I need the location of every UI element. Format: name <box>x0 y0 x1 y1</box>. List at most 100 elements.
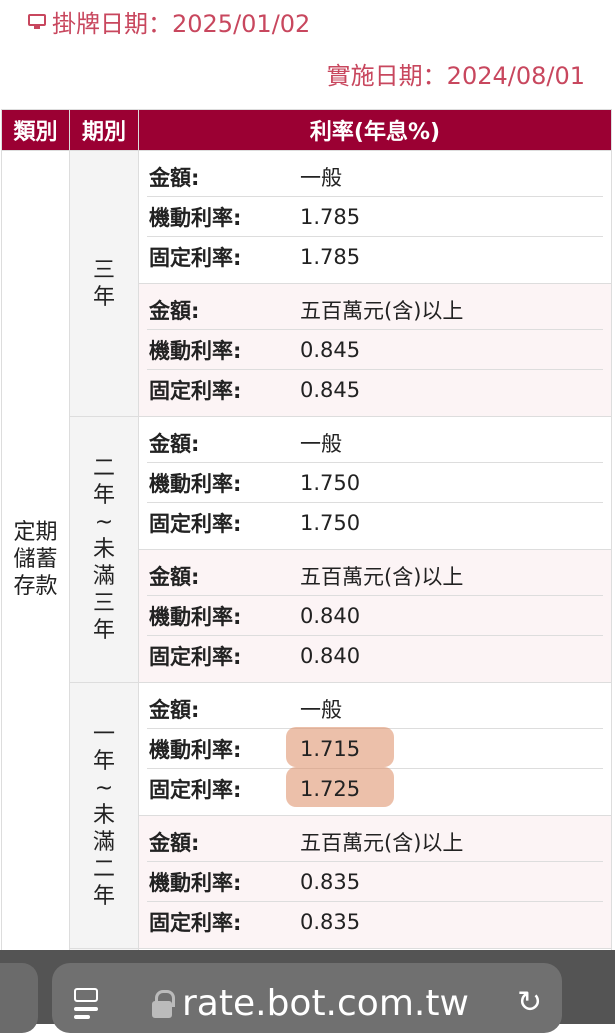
rate-value: 一般 <box>300 428 342 458</box>
column-header-period: 期別 <box>69 109 139 151</box>
rate-label: 機動利率: <box>149 338 242 363</box>
rate-value-text: 0.835 <box>300 910 361 934</box>
rate-value-text: 0.835 <box>300 869 361 894</box>
rate-label: 固定利率: <box>149 778 242 802</box>
period-cell: 一年~未滿二年 <box>69 682 139 949</box>
rate-value-text: 五百萬元(含)以上 <box>300 298 464 323</box>
column-header-category: 類別 <box>1 109 70 151</box>
category-cell: 定期儲蓄存款 <box>1 150 70 969</box>
rate-row: 機動利率: 1.750 <box>147 463 603 503</box>
rate-label: 機動利率: <box>149 205 242 230</box>
rate-row: 金額: 五百萬元(含)以上 <box>147 822 603 862</box>
rate-value: 0.835 <box>300 910 360 934</box>
rates-cell: 金額: 一般 機動利率: 1.750 固定利率: 1.750 金額: 五百萬元(含)以上 機動利… <box>138 416 612 683</box>
period-label: 一年~未滿二年 <box>92 722 115 909</box>
rate-value: 1.750 <box>300 471 360 495</box>
rate-value-text: 1.785 <box>300 204 361 229</box>
period-row: 定期儲蓄存款 三年 金額: 一般 機動利率: 1.785 固定利率: 1.785 金額: 五百萬元… <box>1 150 612 969</box>
url-text: rate.bot.com.tw <box>182 983 469 1024</box>
publish-date: 掛牌日期：2025/01/02 <box>28 4 310 39</box>
rate-group: 金額: 五百萬元(含)以上機動利率: 0.845 固定利率: 0.845 <box>139 284 611 416</box>
rate-value-text: 1.750 <box>300 470 361 495</box>
monitor-icon <box>28 14 46 29</box>
effective-date: 實施日期：2024/08/01 <box>326 62 585 90</box>
rate-row: 固定利率: 1.725 <box>147 767 603 809</box>
rate-label: 機動利率: <box>149 870 242 895</box>
rate-row: 機動利率: 0.840 <box>147 596 603 636</box>
period-cell: 三年 <box>69 150 139 417</box>
period-row: 一年~未滿二年 金額: 一般 機動利率: 1.715 固定利率: 1.725 金額: 五百萬元(… <box>2 682 612 949</box>
rate-label: 機動利率: <box>149 737 242 762</box>
rate-value-text: 0.845 <box>300 337 361 362</box>
rate-table: 類別 期別 利率(年息%) 定期儲蓄存款 三年 金額: 一般 機動利率: 1.785 固定利… <box>1 109 612 969</box>
rate-label: 金額: <box>149 564 200 589</box>
period-label: 三年 <box>92 257 115 310</box>
rate-value: 1.785 <box>300 245 360 269</box>
rate-value: 一般 <box>300 162 342 192</box>
rate-value: 五百萬元(含)以上 <box>300 827 463 857</box>
rate-group: 金額: 五百萬元(含)以上機動利率: 0.835 固定利率: 0.835 <box>139 816 611 948</box>
rate-label: 固定利率: <box>149 379 242 403</box>
rate-label: 固定利率: <box>149 645 242 669</box>
rate-group: 金額: 五百萬元(含)以上機動利率: 0.840 固定利率: 0.840 <box>139 550 611 682</box>
category-label: 定期儲蓄存款 <box>13 520 58 599</box>
rate-label: 固定利率: <box>149 512 242 536</box>
rate-label: 固定利率: <box>149 246 242 270</box>
rate-row: 機動利率: 1.715 <box>147 726 603 769</box>
rates-cell: 金額: 一般 機動利率: 1.715 固定利率: 1.725 金額: 五百萬元(含)以上 機動利… <box>138 682 612 949</box>
rates-cell: 金額: 一般 機動利率: 1.785 固定利率: 1.785 金額: 五百萬元(含)以上 機動利… <box>138 150 612 417</box>
rate-group: 金額: 一般機動利率: 1.750 固定利率: 1.750 <box>139 417 611 550</box>
rate-row: 機動利率: 0.835 <box>147 862 603 902</box>
rate-row: 金額: 五百萬元(含)以上 <box>147 556 603 596</box>
rate-value-text: 0.840 <box>300 603 361 628</box>
rate-label: 金額: <box>149 431 200 456</box>
lock-icon <box>152 990 175 1018</box>
rate-value: 0.840 <box>300 604 360 628</box>
rate-value: 0.835 <box>300 870 360 894</box>
rate-label: 金額: <box>149 298 200 323</box>
rate-value-text: 0.840 <box>300 644 361 668</box>
rate-label: 金額: <box>149 165 200 190</box>
period-cell: 二年~未滿三年 <box>69 416 139 683</box>
rate-label: 金額: <box>149 697 200 722</box>
rate-label: 機動利率: <box>149 604 242 629</box>
rate-value: 1.715 <box>286 726 394 767</box>
rate-row: 金額: 一般 <box>147 423 603 463</box>
address-bar[interactable]: rate.bot.com.tw ↻ <box>52 963 562 1033</box>
rate-value-text: 1.785 <box>300 245 361 269</box>
rate-value-text: 1.725 <box>300 777 361 801</box>
rate-value-text: 一般 <box>300 697 342 722</box>
rate-value-text: 0.845 <box>300 378 361 402</box>
browser-toolbar: rate.bot.com.tw ↻ <box>0 950 615 1033</box>
page-menu-icon[interactable] <box>74 988 98 1019</box>
rate-row: 固定利率: 0.845 <box>147 370 603 410</box>
rate-value: 五百萬元(含)以上 <box>300 561 463 591</box>
publish-date-text: 掛牌日期：2025/01/02 <box>52 10 311 38</box>
rate-value: 1.750 <box>300 511 360 535</box>
previous-tab[interactable] <box>0 963 38 1033</box>
rate-value-text: 1.715 <box>300 736 361 761</box>
rate-row: 固定利率: 1.750 <box>147 503 603 543</box>
period-row: 二年~未滿三年 金額: 一般機動利率: 1.750 固定利率: 1.750 金額: 五百萬元(… <box>2 416 612 683</box>
rate-label: 固定利率: <box>149 911 242 935</box>
column-header-rate: 利率(年息%) <box>138 109 612 151</box>
rate-value: 1.785 <box>300 205 360 229</box>
rate-value: 1.725 <box>286 767 394 807</box>
rate-row: 金額: 一般 <box>147 689 603 729</box>
rate-row: 固定利率: 1.785 <box>147 237 603 277</box>
rate-row: 機動利率: 0.845 <box>147 330 603 370</box>
rate-value: 0.845 <box>300 378 360 402</box>
rate-label: 金額: <box>149 830 200 855</box>
rate-value-text: 一般 <box>300 431 342 456</box>
rate-row: 機動利率: 1.785 <box>147 197 603 237</box>
rate-row: 金額: 一般 <box>147 157 603 197</box>
rate-row: 固定利率: 0.835 <box>147 902 603 942</box>
rate-value: 0.845 <box>300 338 360 362</box>
rate-value-text: 五百萬元(含)以上 <box>300 830 464 855</box>
rate-label: 機動利率: <box>149 471 242 496</box>
reload-icon[interactable]: ↻ <box>517 985 543 1020</box>
rate-value-text: 1.750 <box>300 511 361 535</box>
rate-value-text: 一般 <box>300 165 342 190</box>
rate-value: 一般 <box>300 694 342 724</box>
rate-value-text: 五百萬元(含)以上 <box>300 564 464 589</box>
